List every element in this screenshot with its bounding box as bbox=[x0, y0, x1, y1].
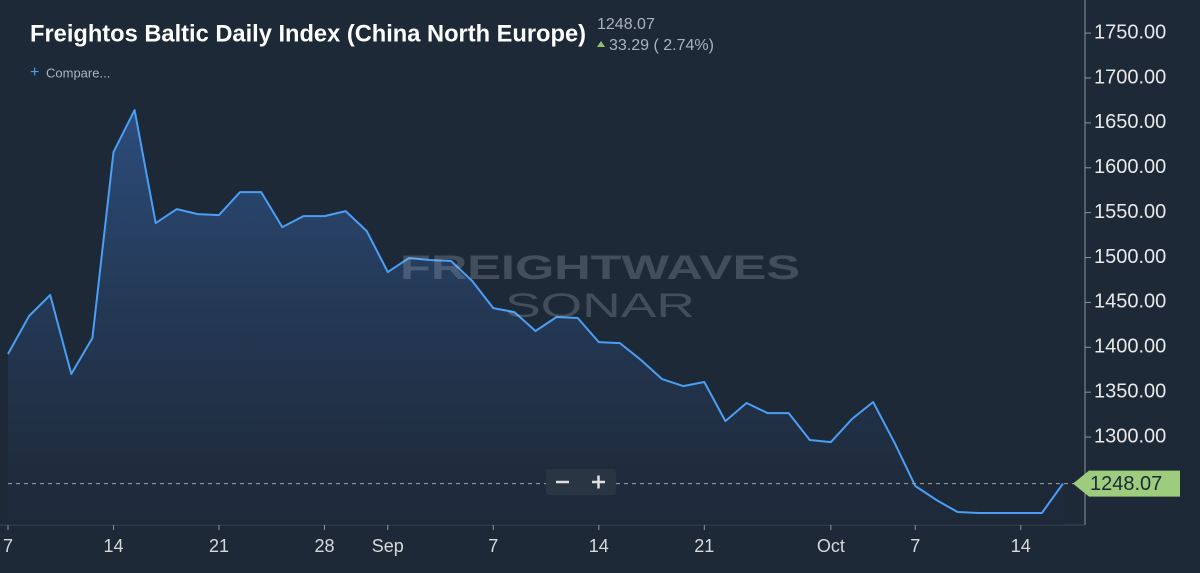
y-tick-label: 1650.00 bbox=[1094, 111, 1166, 133]
y-tick-label: 1300.00 bbox=[1094, 425, 1166, 447]
change: 33.29 ( 2.74%) bbox=[609, 37, 714, 54]
x-tick-label: 21 bbox=[694, 536, 714, 556]
line bbox=[7, 109, 1064, 514]
watermark: FREIGHTWAVES SONAR bbox=[400, 249, 800, 325]
last-value-label: 1248.07 bbox=[1090, 473, 1162, 495]
y-tick-label: 1550.00 bbox=[1094, 201, 1166, 223]
x-tick-label: Sep bbox=[372, 536, 404, 556]
last-value-tag bbox=[1073, 470, 1180, 497]
y-tick-label: 1450.00 bbox=[1094, 291, 1166, 313]
y-tick-label: 1500.00 bbox=[1094, 246, 1166, 268]
area bbox=[8, 110, 1063, 525]
watermark-text: FREIGHTWAVES bbox=[400, 249, 800, 287]
x-tick-label: Oct bbox=[817, 536, 845, 556]
chart-title: Freightos Baltic Daily Index (China Nort… bbox=[30, 20, 586, 47]
compare-button[interactable]: Compare... bbox=[46, 65, 110, 80]
compare-plus[interactable]: + bbox=[30, 64, 39, 81]
x-tick-label: 7 bbox=[3, 536, 13, 556]
y-tick-label: 1350.00 bbox=[1094, 380, 1166, 402]
watermark-text: SONAR bbox=[505, 287, 695, 325]
up-arrow bbox=[597, 41, 605, 47]
y-tick-label: 1700.00 bbox=[1094, 66, 1166, 88]
x-tick-label: 7 bbox=[910, 536, 920, 556]
y-tick-label: 1400.00 bbox=[1094, 336, 1166, 358]
y-tick-label: 1750.00 bbox=[1094, 21, 1166, 43]
y-tick-label: 1600.00 bbox=[1094, 156, 1166, 178]
x-tick-label: 7 bbox=[488, 536, 498, 556]
x-tick-label: 21 bbox=[209, 536, 229, 556]
x-tick-label: 14 bbox=[589, 536, 609, 556]
x-tick-label: 14 bbox=[1011, 536, 1031, 556]
price: 1248.07 bbox=[597, 16, 655, 33]
x-tick-label: 28 bbox=[314, 536, 334, 556]
plot bbox=[0, 0, 1091, 530]
zoom-controls bbox=[546, 469, 616, 495]
x-tick-label: 14 bbox=[103, 536, 123, 556]
